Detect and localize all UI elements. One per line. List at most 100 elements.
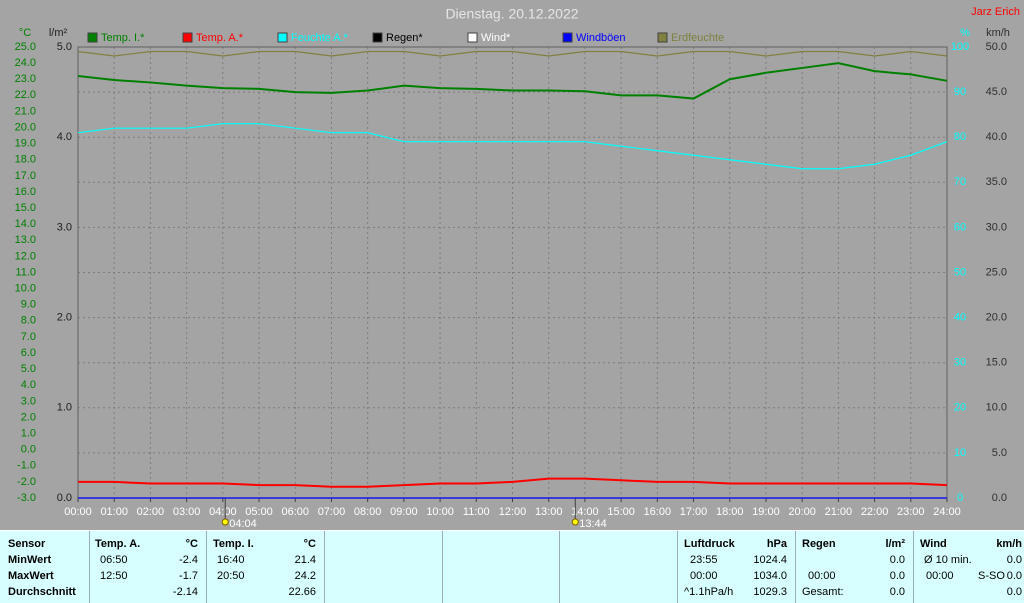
value: 0.0 xyxy=(1006,570,1022,582)
x-tick-label: 12:00 xyxy=(499,506,527,518)
x-tick-label: 17:00 xyxy=(680,506,708,518)
time: 16:40 xyxy=(217,554,245,566)
time: 20:50 xyxy=(217,570,245,582)
unit: l/m² xyxy=(885,538,905,550)
x-tick-label: 13:00 xyxy=(535,506,563,518)
axis-unit: km/h xyxy=(986,27,1010,39)
y-tick-label: 11.0 xyxy=(15,266,36,278)
legend-swatch xyxy=(657,32,668,43)
y-tick-label: 5.0 xyxy=(57,41,72,53)
y-tick-label: 0.0 xyxy=(21,444,36,456)
cell: Wind km/h Ø 10 min. 0.0 00:00 S-SO 0.0 0… xyxy=(914,531,1024,603)
series-line xyxy=(77,62,948,100)
value: 0.0 xyxy=(889,570,905,582)
unit: °C xyxy=(303,538,316,550)
time: 00:00 xyxy=(808,570,836,582)
cell: Luftdruck hPa 23:55 1024.4 00:00 1034.0 … xyxy=(678,531,796,603)
row-label: MinWert xyxy=(8,554,52,566)
y-tick-label: 24.0 xyxy=(15,57,36,69)
value: 21.4 xyxy=(294,554,316,566)
y-tick-label: 20.0 xyxy=(986,312,1007,324)
header: Luftdruck xyxy=(684,538,735,550)
x-tick-label: 11:00 xyxy=(463,506,490,518)
x-tick-label: 00:00 xyxy=(64,506,92,518)
y-tick-label: 50.0 xyxy=(986,41,1007,53)
y-tick-label: 60 xyxy=(954,221,966,233)
trend: ^1.1hPa/h xyxy=(684,586,734,598)
value: 0.0 xyxy=(1006,586,1022,598)
unit: km/h xyxy=(996,538,1022,550)
y-tick-label: 0 xyxy=(957,492,963,504)
y-tick-label: 2.0 xyxy=(57,312,72,324)
legend-label: Temp. I.* xyxy=(101,32,145,44)
y-tick-label: 30.0 xyxy=(986,221,1007,233)
y-tick-label: 40 xyxy=(954,312,966,324)
cell: Sensor MinWert MaxWert Durchschnitt xyxy=(0,531,90,603)
legend-label: Feuchte A.* xyxy=(291,32,349,44)
y-tick-label: 25.0 xyxy=(986,266,1007,278)
cell: Regen l/m² 0.0 00:00 0.0 Gesamt: 0.0 xyxy=(796,531,914,603)
y-tick-label: 40.0 xyxy=(986,131,1007,143)
y-tick-label: 1.0 xyxy=(57,402,72,414)
label: Ø 10 min. xyxy=(924,554,972,566)
y-tick-label: 16.0 xyxy=(15,186,36,198)
y-tick-label: 20.0 xyxy=(15,121,36,133)
x-tick-label: 09:00 xyxy=(390,506,418,518)
y-tick-label: 100 xyxy=(951,41,969,53)
axis-unit: °C xyxy=(19,27,31,39)
x-tick-label: 24:00 xyxy=(933,506,961,518)
header: Temp. A. xyxy=(95,538,141,550)
legend-swatch xyxy=(562,32,573,43)
time: 00:00 xyxy=(690,570,718,582)
time: 00:00 xyxy=(926,570,954,582)
row-label: Durchschnitt xyxy=(8,586,76,598)
y-tick-label: 10.0 xyxy=(986,402,1007,414)
sun-icon xyxy=(571,518,579,526)
x-tick-label: 19:00 xyxy=(752,506,780,518)
legend-swatch xyxy=(87,32,98,43)
value: 1029.3 xyxy=(753,586,787,598)
x-tick-label: 18:00 xyxy=(716,506,744,518)
x-tick-label: 04:00 xyxy=(209,506,237,518)
label: Gesamt: xyxy=(802,586,844,598)
y-tick-label: 70 xyxy=(954,176,966,188)
y-tick-label: 1.0 xyxy=(21,427,36,439)
x-tick-label: 05:00 xyxy=(245,506,273,518)
series-line xyxy=(77,50,948,57)
y-tick-label: -1.0 xyxy=(17,460,36,472)
x-tick-label: 15:00 xyxy=(607,506,635,518)
value: -2.4 xyxy=(179,554,198,566)
legend-label: Windböen xyxy=(576,32,626,44)
y-tick-label: 4.0 xyxy=(21,379,36,391)
header: Temp. I. xyxy=(213,538,254,550)
y-tick-label: 8.0 xyxy=(21,315,36,327)
y-tick-label: 14.0 xyxy=(15,218,36,230)
legend-swatch xyxy=(277,32,288,43)
annotation-label: 13:44 xyxy=(579,518,607,530)
x-tick-label: 07:00 xyxy=(318,506,346,518)
y-tick-label: 23.0 xyxy=(15,73,36,85)
header: Regen xyxy=(802,538,836,550)
legend-label: Erdfeuchte xyxy=(671,32,724,44)
cell: Temp. I. °C 16:40 21.4 20:50 24.2 22.66 xyxy=(207,531,325,603)
row-label: MaxWert xyxy=(8,570,54,582)
header: Wind xyxy=(920,538,947,550)
time: 23:55 xyxy=(690,554,718,566)
annotation-label: 04:04 xyxy=(229,518,257,530)
x-tick-label: 20:00 xyxy=(788,506,816,518)
y-tick-label: 3.0 xyxy=(57,221,72,233)
value: -2.14 xyxy=(172,586,198,598)
cell: Temp. A. °C 06:50 -2.4 12:50 -1.7 -2.14 xyxy=(90,531,207,603)
value: 0.0 xyxy=(1006,554,1022,566)
y-tick-label: 7.0 xyxy=(21,331,36,343)
y-tick-label: 0.0 xyxy=(57,492,72,504)
y-tick-label: 45.0 xyxy=(986,86,1007,98)
value: 24.2 xyxy=(294,570,316,582)
y-tick-label: 50 xyxy=(954,266,966,278)
y-tick-label: 18.0 xyxy=(15,154,36,166)
legend-label: Wind* xyxy=(481,32,511,44)
y-tick-label: 22.0 xyxy=(15,89,36,101)
y-tick-label: 19.0 xyxy=(15,138,36,150)
author: Jarz Erich xyxy=(971,6,1020,18)
y-tick-label: 12.0 xyxy=(15,250,36,262)
